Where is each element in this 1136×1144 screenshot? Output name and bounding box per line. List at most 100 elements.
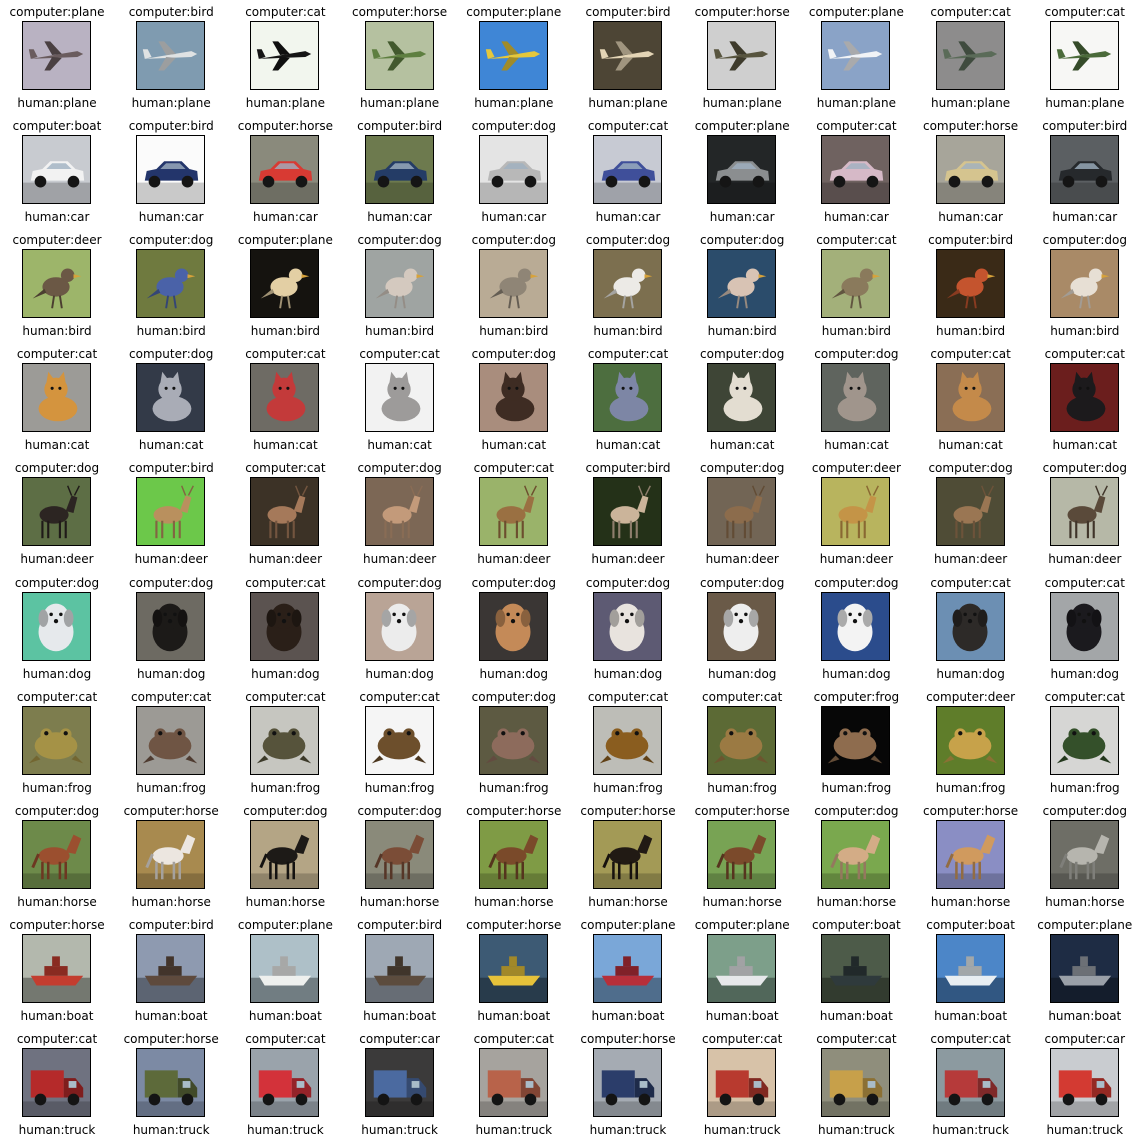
thumbnail-image [1049, 705, 1119, 775]
human-label: human:horse [245, 894, 326, 909]
computer-prediction-label: computer:deer [926, 689, 1016, 704]
computer-prediction-label: computer:horse [123, 803, 219, 818]
thumbnail-image [22, 705, 91, 775]
bird-picture [23, 250, 90, 318]
thumbnail-image [707, 477, 777, 547]
thumbnail-image [364, 363, 434, 433]
computer-prediction-label: computer:cat [930, 1031, 1011, 1046]
human-label: human:frog [1049, 780, 1120, 795]
human-label: human:deer [477, 552, 551, 567]
image-cell: computer:plane human:car [685, 114, 799, 228]
human-label: human:frog [364, 780, 435, 795]
image-cell: computer:dog human:bird [114, 228, 228, 342]
computer-prediction-label: computer:dog [928, 461, 1013, 476]
thumbnail-image [821, 705, 891, 775]
computer-prediction-label: computer:dog [14, 461, 100, 476]
computer-prediction-label: computer:cat [702, 1031, 783, 1046]
computer-prediction-label: computer:dog [129, 347, 214, 362]
computer-prediction-label: computer:cat [1044, 689, 1125, 704]
thumbnail-image [22, 135, 91, 205]
bird-picture [251, 250, 319, 318]
thumbnail-image [22, 363, 91, 433]
image-cell: computer:cat human:frog [571, 685, 685, 799]
thumbnail-image [250, 363, 320, 433]
truck-picture [137, 1048, 205, 1116]
image-cell: computer:plane human:boat [571, 913, 685, 1027]
image-cell: computer:boat human:car [0, 114, 114, 228]
image-cell: computer:dog human:cat [114, 342, 228, 456]
human-label: human:car [595, 210, 661, 225]
human-label: human:truck [247, 1122, 324, 1137]
thumbnail-image [707, 1047, 777, 1117]
human-label: human:bird [364, 324, 435, 339]
thumbnail-image [478, 477, 548, 547]
human-label: human:dog [365, 666, 434, 681]
image-cell: computer:dog human:dog [343, 571, 457, 685]
computer-prediction-label: computer:bird [128, 461, 214, 476]
human-label: human:frog [22, 780, 92, 795]
image-cell: computer:dog human:horse [1028, 799, 1136, 913]
image-cell: computer:horse human:horse [571, 799, 685, 913]
thumbnail-image [821, 21, 891, 90]
image-cell: computer:cat human:truck [685, 1027, 799, 1141]
thumbnail-image [821, 135, 891, 205]
human-label: human:truck [703, 1122, 781, 1137]
plane-picture [365, 22, 433, 89]
bird-picture [479, 250, 547, 318]
image-cell: computer:dog human:car [457, 114, 571, 228]
computer-prediction-label: computer:dog [357, 575, 442, 590]
cat-picture [251, 364, 319, 432]
human-label: human:boat [477, 1008, 551, 1023]
human-label: human:bird [935, 324, 1006, 339]
thumbnail-image [821, 819, 891, 889]
computer-prediction-label: computer:horse [580, 803, 676, 818]
computer-prediction-label: computer:cat [816, 1031, 897, 1046]
image-cell: computer:dog human:horse [343, 799, 457, 913]
thumbnail-image [250, 933, 320, 1003]
human-label: human:dog [593, 666, 663, 681]
computer-prediction-label: computer:plane [694, 917, 790, 932]
human-label: human:horse [702, 894, 782, 909]
image-cell: computer:bird human:deer [114, 456, 228, 570]
dog-picture [479, 592, 547, 660]
deer-picture [365, 478, 433, 546]
frog-picture [251, 706, 319, 774]
thumbnail-image [593, 933, 662, 1003]
thumbnail-image [1049, 591, 1119, 661]
thumbnail-image [364, 249, 434, 319]
dog-picture [251, 592, 319, 660]
truck-picture [479, 1048, 547, 1116]
image-cell: computer:horse human:car [228, 114, 342, 228]
thumbnail-image [136, 363, 206, 433]
image-cell: computer:bird human:plane [571, 0, 685, 114]
thumbnail-image [136, 135, 206, 205]
image-cell: computer:bird human:car [343, 114, 457, 228]
cat-picture [936, 364, 1004, 432]
deer-picture [822, 478, 890, 546]
human-label: human:plane [930, 96, 1011, 110]
image-cell: computer:bird human:deer [571, 456, 685, 570]
human-label: human:frog [478, 780, 549, 795]
horse-picture [822, 820, 890, 888]
image-cell: computer:horse human:truck [114, 1027, 228, 1141]
image-cell: computer:cat human:cat [228, 342, 342, 456]
boat-picture [479, 934, 547, 1002]
thumbnail-image [1049, 21, 1119, 90]
image-cell: computer:cat human:cat [571, 342, 685, 456]
computer-prediction-label: computer:deer [12, 233, 102, 248]
human-label: human:bird [136, 324, 206, 339]
human-label: human:frog [707, 780, 778, 795]
cat-picture [365, 364, 433, 432]
human-label: human:cat [367, 438, 432, 453]
human-label: human:cat [709, 438, 775, 453]
human-label: human:bird [821, 324, 891, 339]
car-picture [936, 136, 1004, 204]
computer-prediction-label: computer:dog [14, 803, 100, 818]
human-label: human:deer [20, 552, 94, 567]
thumbnail-image [22, 21, 91, 90]
computer-prediction-label: computer:boat [12, 119, 102, 134]
computer-prediction-label: computer:dog [129, 233, 214, 248]
human-label: human:truck [475, 1122, 553, 1137]
computer-prediction-label: computer:cat [131, 689, 212, 704]
image-cell: computer:bird human:car [114, 114, 228, 228]
